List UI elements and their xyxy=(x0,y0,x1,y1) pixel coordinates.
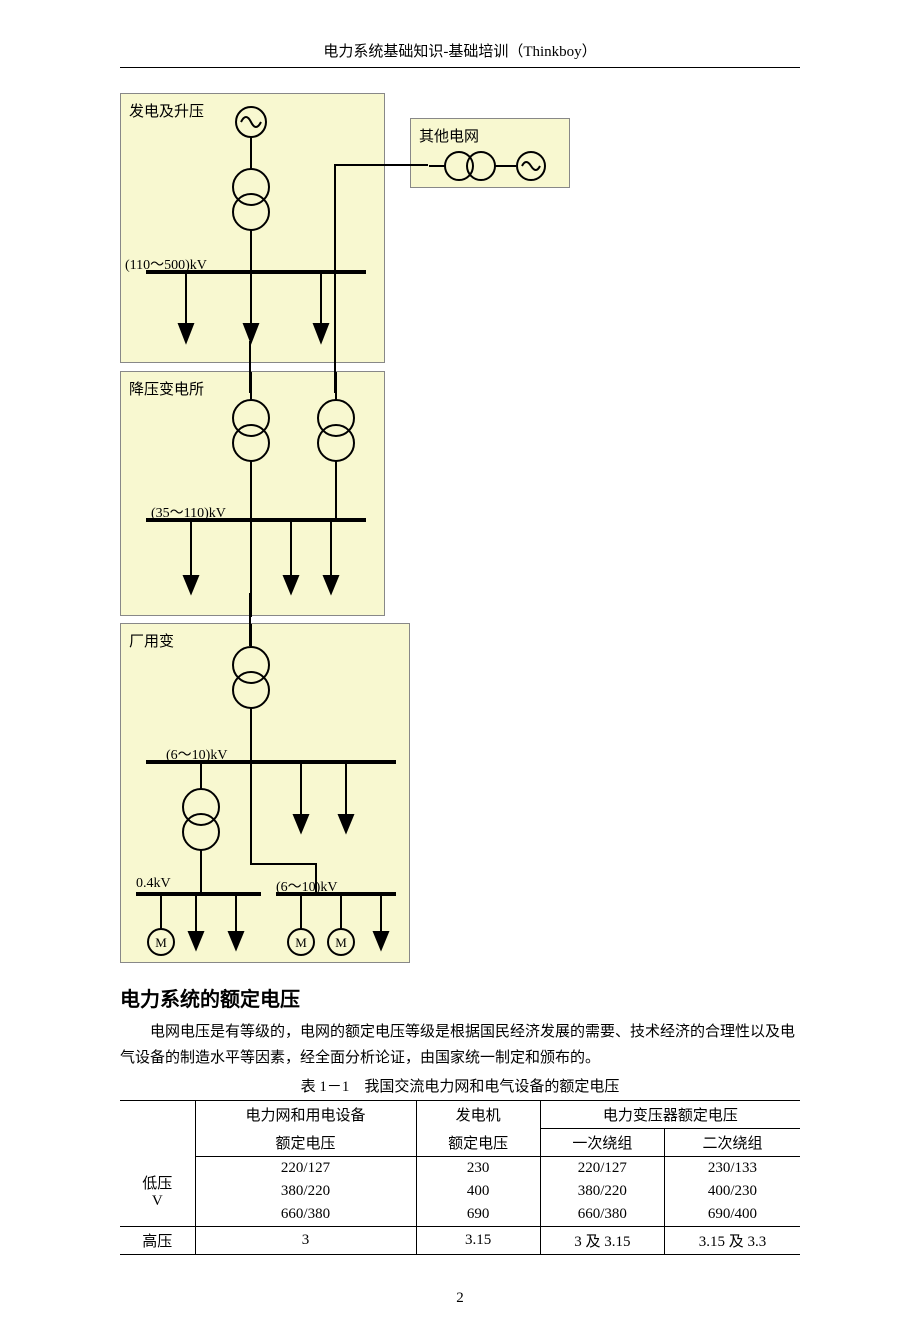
cell-low-voltage-label: 低压V xyxy=(120,1157,195,1227)
cell: 380/220 xyxy=(195,1180,416,1203)
th-blank xyxy=(120,1101,195,1157)
cell: 230 xyxy=(416,1157,540,1181)
cell: 380/220 xyxy=(540,1180,664,1203)
th-primary: 一次绕组 xyxy=(540,1129,664,1157)
cell: 400 xyxy=(416,1180,540,1203)
th-grid-equip: 电力网和用电设备 xyxy=(195,1101,416,1129)
connector-svg xyxy=(120,93,630,963)
cell: 690/400 xyxy=(664,1203,800,1227)
th-generator: 发电机 xyxy=(416,1101,540,1129)
cell: 660/380 xyxy=(195,1203,416,1227)
page-number: 2 xyxy=(120,1290,800,1307)
cell: 400/230 xyxy=(664,1180,800,1203)
section-title: 电力系统的额定电压 xyxy=(120,983,800,1012)
th-transformer: 电力变压器额定电压 xyxy=(540,1101,800,1129)
cell: 3.15 及 3.3 xyxy=(664,1227,800,1255)
cell: 3.15 xyxy=(416,1227,540,1255)
cell: 660/380 xyxy=(540,1203,664,1227)
cell: 230/133 xyxy=(664,1157,800,1181)
cell: 3 xyxy=(195,1227,416,1255)
th-gen-rated: 额定电压 xyxy=(416,1129,540,1157)
voltage-table: 电力网和用电设备 发电机 电力变压器额定电压 额定电压 额定电压 一次绕组 二次… xyxy=(120,1100,800,1255)
cell-high-voltage-label: 高压 xyxy=(120,1227,195,1255)
th-grid-rated: 额定电压 xyxy=(195,1129,416,1157)
cell: 690 xyxy=(416,1203,540,1227)
paragraph: 电网电压是有等级的，电网的额定电压等级是根据国民经济发展的需要、技术经济的合理性… xyxy=(120,1020,800,1071)
page-header: 电力系统基础知识-基础培训（Thinkboy） xyxy=(120,40,800,68)
table-caption: 表 1－1 我国交流电力网和电气设备的额定电压 xyxy=(120,1075,800,1096)
cell: 220/127 xyxy=(195,1157,416,1181)
power-system-diagram: 发电及升压 (110～500)kV xyxy=(120,93,630,963)
cell: 220/127 xyxy=(540,1157,664,1181)
th-secondary: 二次绕组 xyxy=(664,1129,800,1157)
cell: 3 及 3.15 xyxy=(540,1227,664,1255)
